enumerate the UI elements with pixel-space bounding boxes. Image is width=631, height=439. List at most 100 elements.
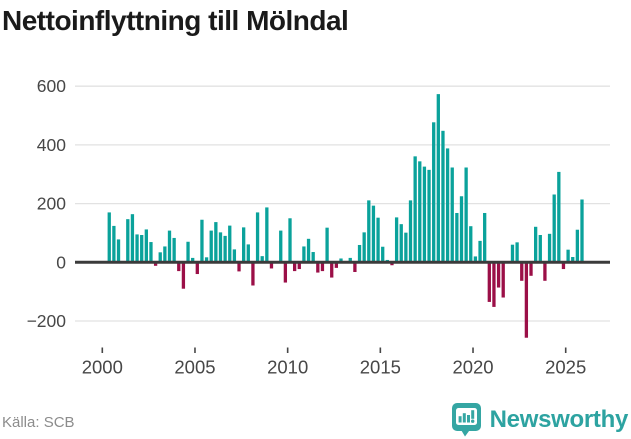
bar-negative xyxy=(153,262,158,266)
x-axis-tick-label: 2020 xyxy=(452,357,493,378)
bar-positive xyxy=(464,167,468,263)
y-axis-tick-label: 600 xyxy=(37,76,66,96)
bar-positive xyxy=(186,241,190,263)
bar-positive xyxy=(126,219,130,263)
chart-footer: Källa: SCB Newsworthy xyxy=(0,395,631,439)
bar-negative xyxy=(353,262,357,272)
bar-negative xyxy=(501,262,505,298)
x-axis-tick-label: 2005 xyxy=(174,357,215,378)
bar-positive xyxy=(580,199,584,263)
bar-positive xyxy=(473,256,478,263)
bar-positive xyxy=(566,249,570,263)
x-axis-tick-label: 2000 xyxy=(82,357,123,378)
bar-positive xyxy=(371,205,376,263)
bar-positive xyxy=(427,169,431,263)
bar-positive xyxy=(325,227,329,263)
bar-negative xyxy=(520,262,524,281)
bar-negative xyxy=(320,262,325,272)
bar-positive xyxy=(306,238,311,263)
bar-positive xyxy=(399,224,403,263)
bar-negative xyxy=(316,262,320,273)
bar-positive xyxy=(200,219,204,263)
bar-positive xyxy=(209,230,213,263)
bar-positive xyxy=(265,207,269,263)
bar-positive xyxy=(547,233,552,263)
y-axis-tick-label: −200 xyxy=(27,311,67,331)
newsworthy-brand: Newsworthy xyxy=(451,402,628,437)
bar-positive xyxy=(367,200,371,263)
bar-positive xyxy=(557,171,561,263)
bar-positive xyxy=(571,257,575,263)
bar-positive xyxy=(469,226,473,263)
bar-positive xyxy=(228,225,232,263)
bar-positive xyxy=(112,225,116,263)
bar-positive xyxy=(362,232,366,263)
bar-negative xyxy=(181,262,186,289)
bar-positive xyxy=(510,244,515,263)
bar-positive xyxy=(381,246,385,263)
bar-positive xyxy=(167,230,172,263)
bar-positive xyxy=(223,235,227,263)
bar-positive xyxy=(455,212,459,263)
bar-positive xyxy=(172,237,176,263)
bar-negative xyxy=(529,262,533,276)
bar-positive xyxy=(575,229,580,263)
bar-positive xyxy=(413,156,417,263)
bar-positive xyxy=(158,252,162,263)
bar-positive xyxy=(339,258,343,263)
chart-title: Nettoinflyttning till Mölndal xyxy=(2,5,349,36)
bar-positive xyxy=(404,232,408,263)
bar-negative xyxy=(330,262,334,278)
bar-positive xyxy=(232,249,237,263)
bar-positive xyxy=(478,240,482,263)
bar-positive xyxy=(422,166,427,263)
bar-positive xyxy=(538,235,542,263)
bar-negative xyxy=(269,262,274,269)
bar-negative xyxy=(492,262,496,307)
source-label: Källa: SCB xyxy=(2,414,75,431)
bar-negative xyxy=(177,262,181,272)
newsworthy-wordmark: Newsworthy xyxy=(489,405,629,433)
bar-positive xyxy=(394,217,399,263)
bar-positive xyxy=(255,212,260,263)
bar-positive xyxy=(140,235,144,263)
bar-positive xyxy=(418,161,422,263)
bar-positive xyxy=(191,257,195,263)
bar-positive xyxy=(357,244,362,263)
bar-positive xyxy=(534,226,538,263)
bar-positive xyxy=(311,252,315,263)
bar-positive xyxy=(144,229,148,263)
bar-positive xyxy=(483,212,487,263)
bar-positive xyxy=(302,246,306,263)
bar-positive xyxy=(288,218,292,263)
bar-positive xyxy=(130,214,135,263)
bar-negative xyxy=(297,262,301,270)
x-axis-tick-label: 2015 xyxy=(360,357,401,378)
bar-positive xyxy=(552,194,556,263)
bar-positive xyxy=(436,94,440,263)
bar-positive xyxy=(432,122,436,263)
bar-positive xyxy=(445,148,450,263)
bar-positive xyxy=(135,234,139,263)
bar-positive xyxy=(515,242,519,263)
bar-positive xyxy=(450,167,454,263)
bar-positive xyxy=(441,130,445,263)
bar-positive xyxy=(348,257,352,263)
bar-negative xyxy=(524,262,529,338)
bar-negative xyxy=(251,262,255,286)
bar-positive xyxy=(149,242,153,263)
x-axis-tick-label: 2025 xyxy=(545,357,586,378)
y-axis-tick-label: 400 xyxy=(37,135,66,155)
bar-positive xyxy=(376,217,380,263)
bar-positive xyxy=(459,196,464,263)
y-axis-tick-label: 0 xyxy=(56,252,66,272)
bar-positive xyxy=(214,222,218,263)
bar-negative xyxy=(292,262,297,272)
bar-negative xyxy=(561,262,566,270)
x-axis-tick-label: 2010 xyxy=(267,357,308,378)
bar-positive xyxy=(107,212,111,263)
bar-positive xyxy=(279,230,283,263)
bar-negative xyxy=(543,262,547,281)
bar-positive xyxy=(246,244,250,263)
